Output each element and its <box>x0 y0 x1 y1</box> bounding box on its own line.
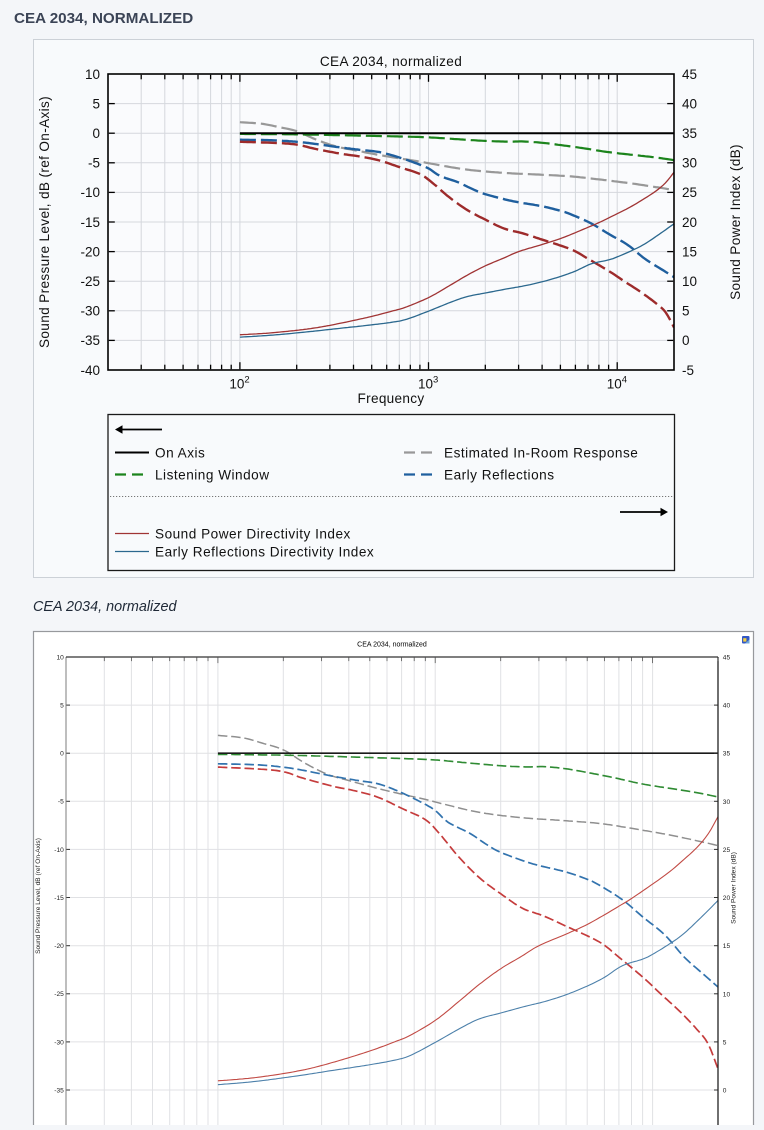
svg-text:-30: -30 <box>80 304 100 319</box>
svg-text:20: 20 <box>723 895 731 902</box>
svg-text:-15: -15 <box>54 895 64 902</box>
svg-text:45: 45 <box>723 655 731 662</box>
svg-text:25: 25 <box>723 847 731 854</box>
svg-text:-40: -40 <box>80 363 100 378</box>
svg-text:-20: -20 <box>54 943 64 950</box>
svg-text:Listening Window: Listening Window <box>155 468 270 483</box>
svg-text:5: 5 <box>723 1039 727 1046</box>
svg-text:10: 10 <box>85 67 100 82</box>
svg-text:CEA 2034, normalized: CEA 2034, normalized <box>320 54 462 69</box>
svg-text:15: 15 <box>682 244 697 259</box>
svg-text:5: 5 <box>92 96 100 111</box>
svg-text:Frequency: Frequency <box>358 391 425 406</box>
svg-text:10: 10 <box>682 274 697 289</box>
svg-text:0: 0 <box>92 126 100 141</box>
svg-text:5: 5 <box>682 304 690 319</box>
svg-text:15: 15 <box>723 943 731 950</box>
svg-text:Sound Power Directivity Index: Sound Power Directivity Index <box>155 527 351 542</box>
svg-text:35: 35 <box>723 751 731 758</box>
svg-text:0: 0 <box>60 751 64 758</box>
svg-text:45: 45 <box>682 67 697 82</box>
svg-text:CEA 2034, normalized: CEA 2034, normalized <box>357 642 427 649</box>
svg-text:-10: -10 <box>54 847 64 854</box>
svg-text:-5: -5 <box>58 799 64 806</box>
svg-text:Sound Power Index (dB): Sound Power Index (dB) <box>728 144 743 300</box>
svg-text:40: 40 <box>723 703 731 710</box>
svg-text:10: 10 <box>723 991 731 998</box>
svg-text:Sound Power Index (dB): Sound Power Index (dB) <box>731 852 738 924</box>
svg-text:35: 35 <box>682 126 697 141</box>
svg-text:Sound Pressure Level, dB (ref: Sound Pressure Level, dB (ref On-Axis) <box>35 838 42 954</box>
svg-text:25: 25 <box>682 185 697 200</box>
svg-text:10: 10 <box>56 654 64 661</box>
svg-text:-15: -15 <box>80 215 100 230</box>
svg-text:On Axis: On Axis <box>155 446 205 461</box>
svg-text:-35: -35 <box>54 1087 64 1094</box>
svg-text:-35: -35 <box>80 333 100 348</box>
svg-text:-30: -30 <box>54 1039 64 1046</box>
svg-text:-10: -10 <box>80 185 100 200</box>
svg-text:Estimated In-Room Response: Estimated In-Room Response <box>444 446 638 461</box>
svg-text:Early Reflections Directivity: Early Reflections Directivity Index <box>155 545 374 560</box>
svg-text:CEA 2034, normalized: CEA 2034, normalized <box>33 599 177 615</box>
svg-text:0: 0 <box>682 333 690 348</box>
svg-text:5: 5 <box>60 703 64 710</box>
svg-text:Sound Pressure Level, dB (ref: Sound Pressure Level, dB (ref On-Axis) <box>37 96 52 348</box>
svg-text:40: 40 <box>682 96 697 111</box>
svg-text:CEA 2034, NORMALIZED: CEA 2034, NORMALIZED <box>14 10 193 27</box>
svg-text:-25: -25 <box>54 991 64 998</box>
svg-text:30: 30 <box>723 799 731 806</box>
svg-text:-20: -20 <box>80 244 100 259</box>
svg-text:Early Reflections: Early Reflections <box>444 468 555 483</box>
svg-text:20: 20 <box>682 215 697 230</box>
svg-text:-5: -5 <box>88 156 100 171</box>
svg-text:0: 0 <box>723 1088 727 1095</box>
svg-text:-25: -25 <box>80 274 100 289</box>
svg-text:30: 30 <box>682 156 697 171</box>
svg-text:-5: -5 <box>682 363 694 378</box>
